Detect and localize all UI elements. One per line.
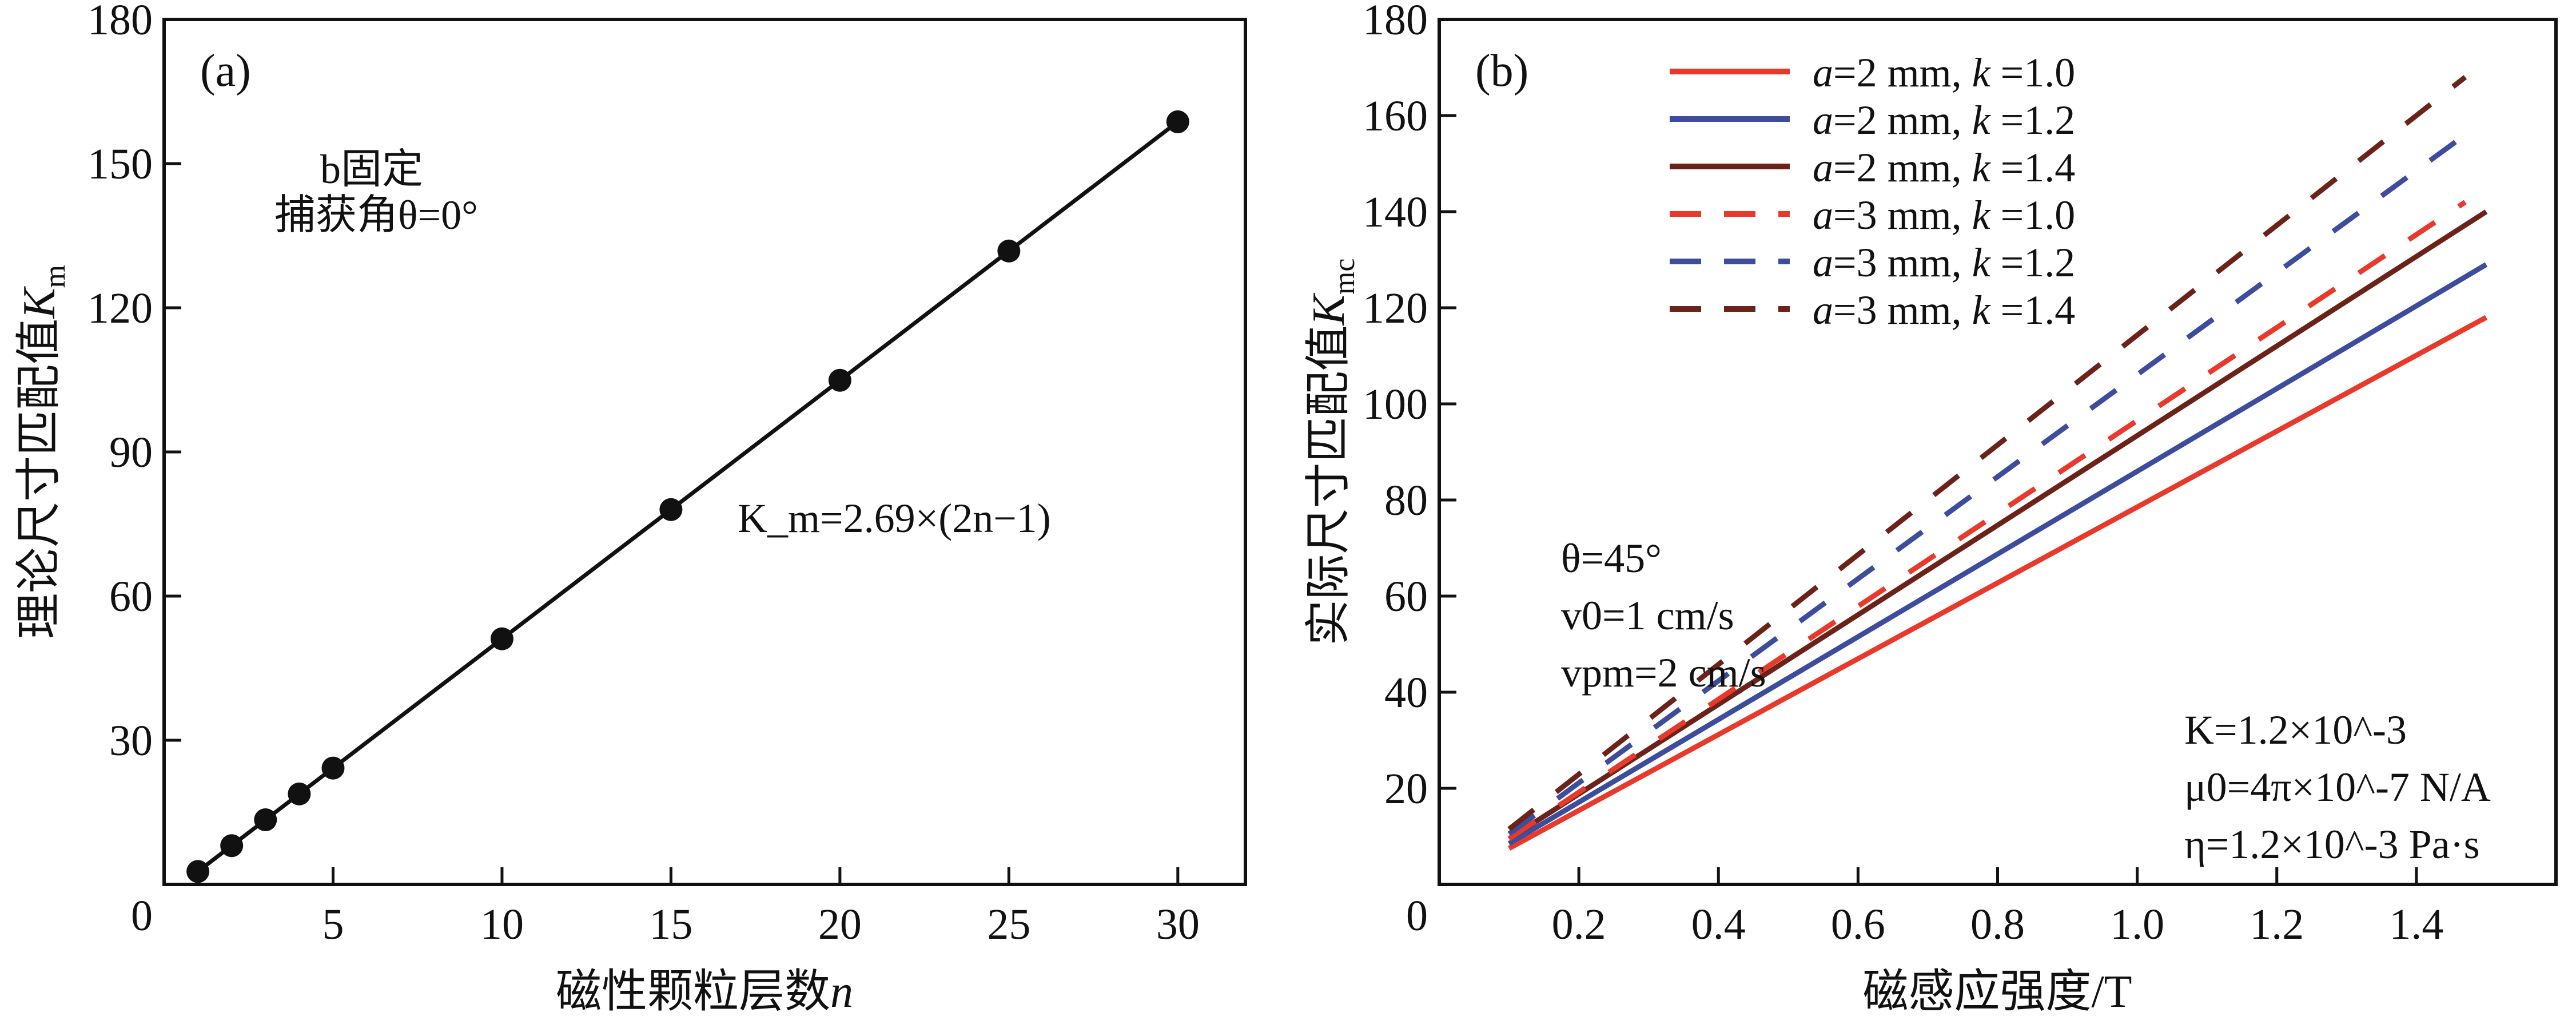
data-point <box>997 239 1021 263</box>
y-tick-label: 0 <box>1406 892 1428 940</box>
y-tick-label: 20 <box>1384 765 1428 813</box>
y-tick-label: 90 <box>109 428 153 477</box>
annotation-b-fixed: b固定 <box>320 146 423 192</box>
annotation-eta: η=1.2×10^-3 Pa·s <box>2184 821 2480 867</box>
data-point <box>254 808 277 832</box>
y-tick-label: 100 <box>1363 380 1428 428</box>
y-tick-label: 140 <box>1363 188 1428 236</box>
x-tick-label: 0.2 <box>1552 900 1606 948</box>
series-line <box>1507 262 2488 846</box>
data-marks-a <box>186 110 1189 883</box>
y-tick-label: 160 <box>1363 92 1428 140</box>
data-marks-b <box>1507 75 2488 851</box>
fit-line <box>196 120 1179 874</box>
series-line <box>1507 200 2467 841</box>
y-tick-label: 40 <box>1384 669 1428 717</box>
series-line <box>1507 132 2467 836</box>
data-point <box>321 756 345 780</box>
panel-a: 5 10 15 20 25 30 0 30 60 90 120 150 180 (a) b固定 捕获角θ… <box>14 0 1247 1017</box>
data-point <box>1166 110 1189 133</box>
data-point <box>288 782 311 805</box>
annotation-vpm: vpm=2 cm/s <box>1561 650 1766 696</box>
series-line <box>1507 209 2488 841</box>
axis-ticks-b: 0.2 0.4 0.6 0.8 1.0 1.2 1.4 0 20 40 60 80 100 120 140 1… <box>1363 0 2443 948</box>
y-tick-label: 150 <box>87 140 153 188</box>
x-axis-title-a: 磁性颗粒层数n <box>556 967 853 1017</box>
legend-label: a=3 mm, k =1.4 <box>1813 287 2075 333</box>
y-axis-title-b: 实际尺寸匹配值Kmc <box>1304 259 1361 646</box>
series-line <box>1507 315 2488 851</box>
x-tick-label: 30 <box>1156 900 1200 948</box>
y-tick-label: 30 <box>109 717 153 765</box>
x-tick-label: 5 <box>322 900 344 948</box>
x-tick-label: 25 <box>987 900 1030 948</box>
x-tick-label: 20 <box>818 900 862 948</box>
legend-label: a=3 mm, k =1.2 <box>1813 240 2075 285</box>
y-tick-label: 0 <box>131 892 153 940</box>
annotation-mu0: μ0=4π×10^-7 N/A <box>2184 764 2491 810</box>
annotation-v0: v0=1 cm/s <box>1561 593 1734 638</box>
legend-label: a=3 mm, k =1.0 <box>1813 192 2075 238</box>
x-tick-label: 1.2 <box>2249 900 2304 948</box>
x-tick-label: 10 <box>480 900 524 948</box>
x-tick-label: 0.8 <box>1970 900 2025 948</box>
data-point <box>186 860 210 883</box>
series-line <box>1507 75 2467 831</box>
annotation-capture-angle: 捕获角θ=0° <box>274 192 478 238</box>
annotation-theta: θ=45° <box>1561 535 1662 581</box>
x-tick-label: 1.0 <box>2110 900 2164 948</box>
panel-label-b: (b) <box>1475 46 1528 96</box>
legend: a=2 mm, k =1.0a=2 mm, k =1.2a=2 mm, k =1… <box>1670 50 2075 333</box>
y-tick-label: 180 <box>87 0 153 44</box>
x-tick-label: 15 <box>649 900 692 948</box>
y-tick-label: 80 <box>1384 477 1428 525</box>
y-tick-label: 60 <box>1384 573 1428 621</box>
data-point <box>490 627 513 650</box>
panel-b: 0.2 0.4 0.6 0.8 1.0 1.2 1.4 0 20 40 60 80 100 120 140 1… <box>1304 0 2558 1017</box>
axis-ticks-a: 5 10 15 20 25 30 0 30 60 90 120 150 180 <box>87 0 1200 948</box>
x-tick-label: 0.6 <box>1831 900 1885 948</box>
y-tick-label: 60 <box>109 573 153 621</box>
x-axis-title-b: 磁感应强度/T <box>1862 967 2132 1017</box>
y-axis-title-a: 理论尺寸匹配值Km <box>14 265 71 639</box>
x-tick-label: 1.4 <box>2389 900 2443 948</box>
panel-label-a: (a) <box>200 46 251 96</box>
data-point <box>659 498 683 521</box>
y-tick-label: 180 <box>1363 0 1428 44</box>
annotation-K: K=1.2×10^-3 <box>2184 707 2407 753</box>
annotation-formula: K_m=2.69×(2n−1) <box>738 495 1051 541</box>
legend-label: a=2 mm, k =1.4 <box>1813 145 2075 190</box>
legend-label: a=2 mm, k =1.0 <box>1813 50 2075 96</box>
x-tick-label: 0.4 <box>1691 900 1746 948</box>
y-tick-label: 120 <box>1363 284 1428 332</box>
data-point <box>220 834 244 858</box>
y-tick-label: 120 <box>87 284 153 332</box>
legend-label: a=2 mm, k =1.2 <box>1813 97 2075 143</box>
data-point <box>828 368 851 392</box>
